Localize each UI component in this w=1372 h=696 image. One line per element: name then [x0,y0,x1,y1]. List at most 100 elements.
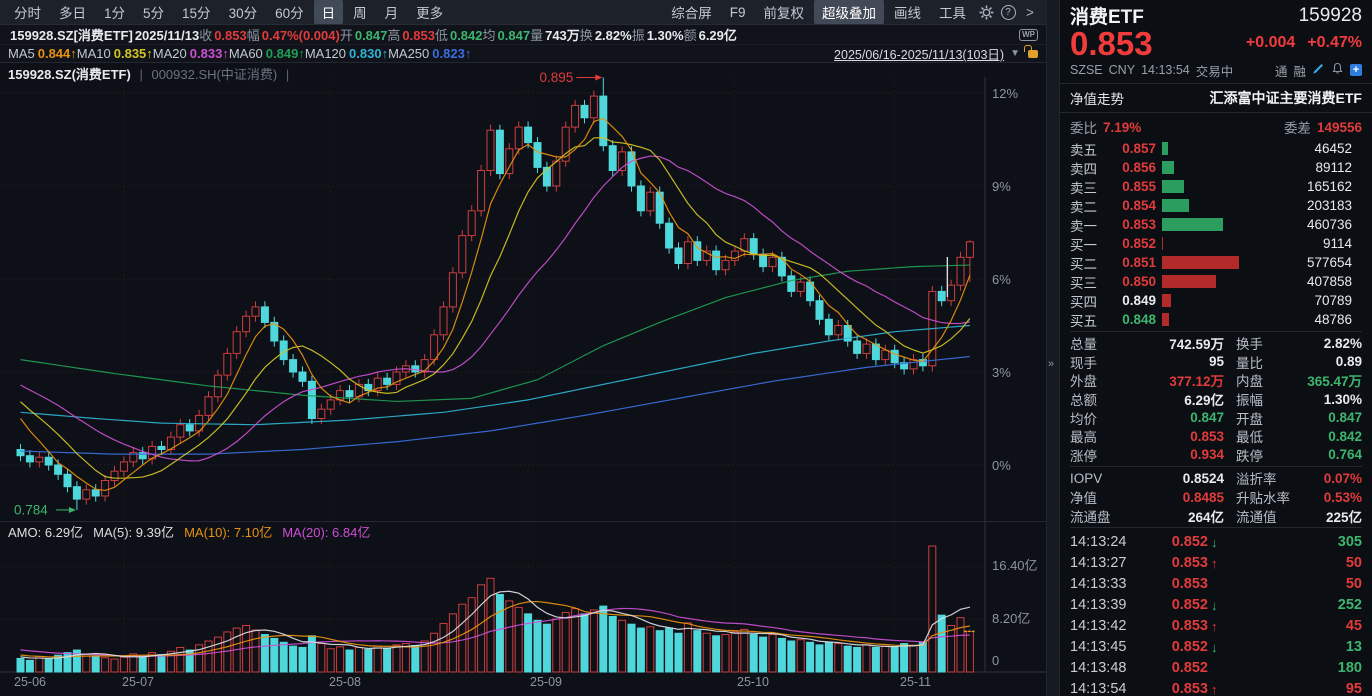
level-price[interactable]: 0.853 [1122,217,1156,232]
order-book-row[interactable]: 卖二 0.854 203183 [1070,198,1352,215]
period-tab[interactable]: 多日 [59,6,86,21]
period-tab[interactable]: 日 [313,0,344,24]
stat-row-wrap: IOPV 0.8524 溢折率 0.07% [1060,469,1372,488]
stats-grid: 总量 742.59万 换手 2.82% 现手 95 量比 0.89 [1060,334,1372,530]
stat-row: 涨停 0.934 跌停 0.764 [1070,447,1362,464]
add-plus-icon[interactable]: + [1350,64,1362,76]
tick-direction-icon: ↑ [1211,681,1218,696]
depth-bar [1162,294,1172,307]
quote-segment: 收 0.853 [199,28,247,43]
tool-tab[interactable]: 超级叠加 [814,0,884,24]
tick-direction-icon: ↓ [1211,534,1218,550]
nav-trend-row[interactable]: 净值走势 汇添富中证主要消费ETF [1060,87,1372,109]
order-book-row[interactable]: 买五 0.848 48786 [1070,312,1352,329]
date-range-link[interactable]: 2025/06/16-2025/11/13(103日) [834,48,1005,62]
quote-segment: 量 743万 [530,28,580,43]
quote-info-row: 159928.SZ[消费ETF] 2025/11/13收 0.853幅 0.47%(0… [0,25,1046,45]
tick-row: 14:13:27 0.853 ↑ 50 [1070,555,1362,572]
tool-tab[interactable]: 前复权 [763,6,805,21]
level-price[interactable]: 0.848 [1122,312,1156,327]
tick-price: 0.853 [1171,681,1208,696]
level-price[interactable]: 0.854 [1122,198,1156,213]
tick-row: 14:13:42 0.853 ↑ 45 [1070,618,1362,635]
quote-segment: 高 0.853 [387,28,435,43]
tool-tab[interactable]: F9 [729,4,746,20]
order-book-row[interactable]: 买二 0.851 577654 [1070,255,1352,272]
period-tab[interactable]: 60分 [275,6,304,21]
chart-canvas[interactable]: 12% 9% 6% 3% 0% 16.40亿 8.20亿 0 25-06 25-07 25-08 25… [0,63,1046,691]
svg-text:6%: 6% [992,272,1011,287]
order-book-row[interactable]: 买三 0.850 407858 [1070,274,1352,291]
quote-segment: 振 1.30% [631,28,684,43]
weibi-row: 委比 7.19% 委差 149556 [1070,119,1362,137]
settings-gear-icon[interactable] [976,2,996,22]
rong-badge: 融 [1293,64,1306,79]
level-price[interactable]: 0.856 [1122,160,1156,175]
level-price[interactable]: 0.851 [1122,255,1156,270]
period-tabs: 分时 多日 1分 5分 15分 30分 60分日周 月 更多 [6,0,451,24]
ma-legend-row: MA5 0.844↑MA10 0.835↑MA20 0.833↑MA60 0.849↑M… [0,44,1046,63]
kline-chart[interactable]: 159928.SZ(消费ETF) | 000932.SH(中证消费) | AMO… [0,63,1046,696]
svg-text:0.784: 0.784 [14,502,48,517]
period-tab[interactable]: 周 [353,6,367,21]
tick-list[interactable]: 14:13:24 0.852 ↓ 305 14:13:27 0.853 ↑ 50… [1060,530,1372,696]
depth-bar [1162,218,1224,231]
edit-pencil-icon[interactable] [1312,62,1325,78]
chart-legend: 159928.SZ(消费ETF) | 000932.SH(中证消费) | [8,67,290,82]
depth-bar [1162,275,1217,288]
svg-text:3%: 3% [992,365,1011,380]
tick-price: 0.853 [1171,555,1208,572]
quote-segment: 额 6.29亿 [683,28,737,43]
expand-chevron-icon[interactable]: > [1026,4,1034,20]
tool-tab[interactable]: 综合屏 [671,6,712,21]
order-book: 卖五 0.857 46452 卖四 0.856 89112 卖三 0.855 1… [1060,138,1372,329]
level-volume: 460736 [1306,217,1352,232]
order-book-row[interactable]: 卖一 0.853 460736 [1070,217,1352,234]
ma-item: MA10 0.835↑ [76,46,153,61]
order-book-row[interactable]: 卖五 0.857 46452 [1070,141,1352,158]
alert-bell-icon[interactable] [1331,62,1344,78]
tick-row: 14:13:54 0.853 ↑ 95 [1070,681,1362,696]
level-price[interactable]: 0.857 [1122,141,1156,156]
level-price[interactable]: 0.855 [1122,179,1156,194]
unlock-icon[interactable] [1024,44,1038,58]
ma-item: MA250 0.823↑ [388,46,472,61]
level-price[interactable]: 0.850 [1122,274,1156,289]
tick-price: 0.853 [1171,576,1208,593]
order-book-row[interactable]: 买四 0.849 70789 [1070,293,1352,310]
tick-row: 14:13:33 0.853 50 [1070,576,1362,593]
order-book-row[interactable]: 卖四 0.856 89112 [1070,160,1352,177]
tick-price: 0.852 [1171,534,1208,551]
period-tab[interactable]: 15分 [182,6,211,21]
period-tab[interactable]: 1分 [104,6,126,21]
period-tab[interactable]: 分时 [14,6,41,21]
dropdown-triangle-icon[interactable]: ▼ [1010,48,1020,59]
order-book-row[interactable]: 买一 0.852 9114 [1070,236,1352,253]
volume-legend-item: AMO: 6.29亿 [8,525,84,540]
ma-item: MA5 0.844↑ [8,46,77,61]
change-pct: +0.47% [1307,34,1362,51]
nav-trend-label[interactable]: 净值走势 [1070,92,1124,107]
level-price[interactable]: 0.852 [1122,236,1156,251]
period-tab[interactable]: 5分 [143,6,165,21]
tool-tab[interactable]: 画线 [894,6,921,21]
period-tab[interactable]: 更多 [416,6,444,21]
period-tab[interactable]: 月 [384,6,399,21]
tool-tab[interactable]: 工具 [939,6,966,21]
panel-collapse-handle[interactable]: » [1046,0,1060,696]
weicha-value: 149556 [1316,119,1362,135]
level-price[interactable]: 0.849 [1122,293,1156,308]
wp-window-icon[interactable]: WP [1019,28,1038,41]
overlay-symbol-label[interactable]: 000932.SH(中证消费) [151,67,278,82]
tick-direction-icon: ↑ [1211,618,1218,634]
last-price: 0.853 [1070,24,1153,62]
svg-text:25-11: 25-11 [900,675,931,689]
level-volume: 48786 [1314,312,1352,327]
quote-segment: 2025/11/13 [134,28,200,43]
help-icon[interactable]: ? [998,2,1018,22]
tick-volume: 50 [1345,576,1362,593]
period-tab[interactable]: 30分 [228,6,258,21]
quote-segment: 换 2.82% [579,28,632,43]
fund-full-name: 汇添富中证主要消费ETF [1209,90,1362,106]
order-book-row[interactable]: 卖三 0.855 165162 [1070,179,1352,196]
